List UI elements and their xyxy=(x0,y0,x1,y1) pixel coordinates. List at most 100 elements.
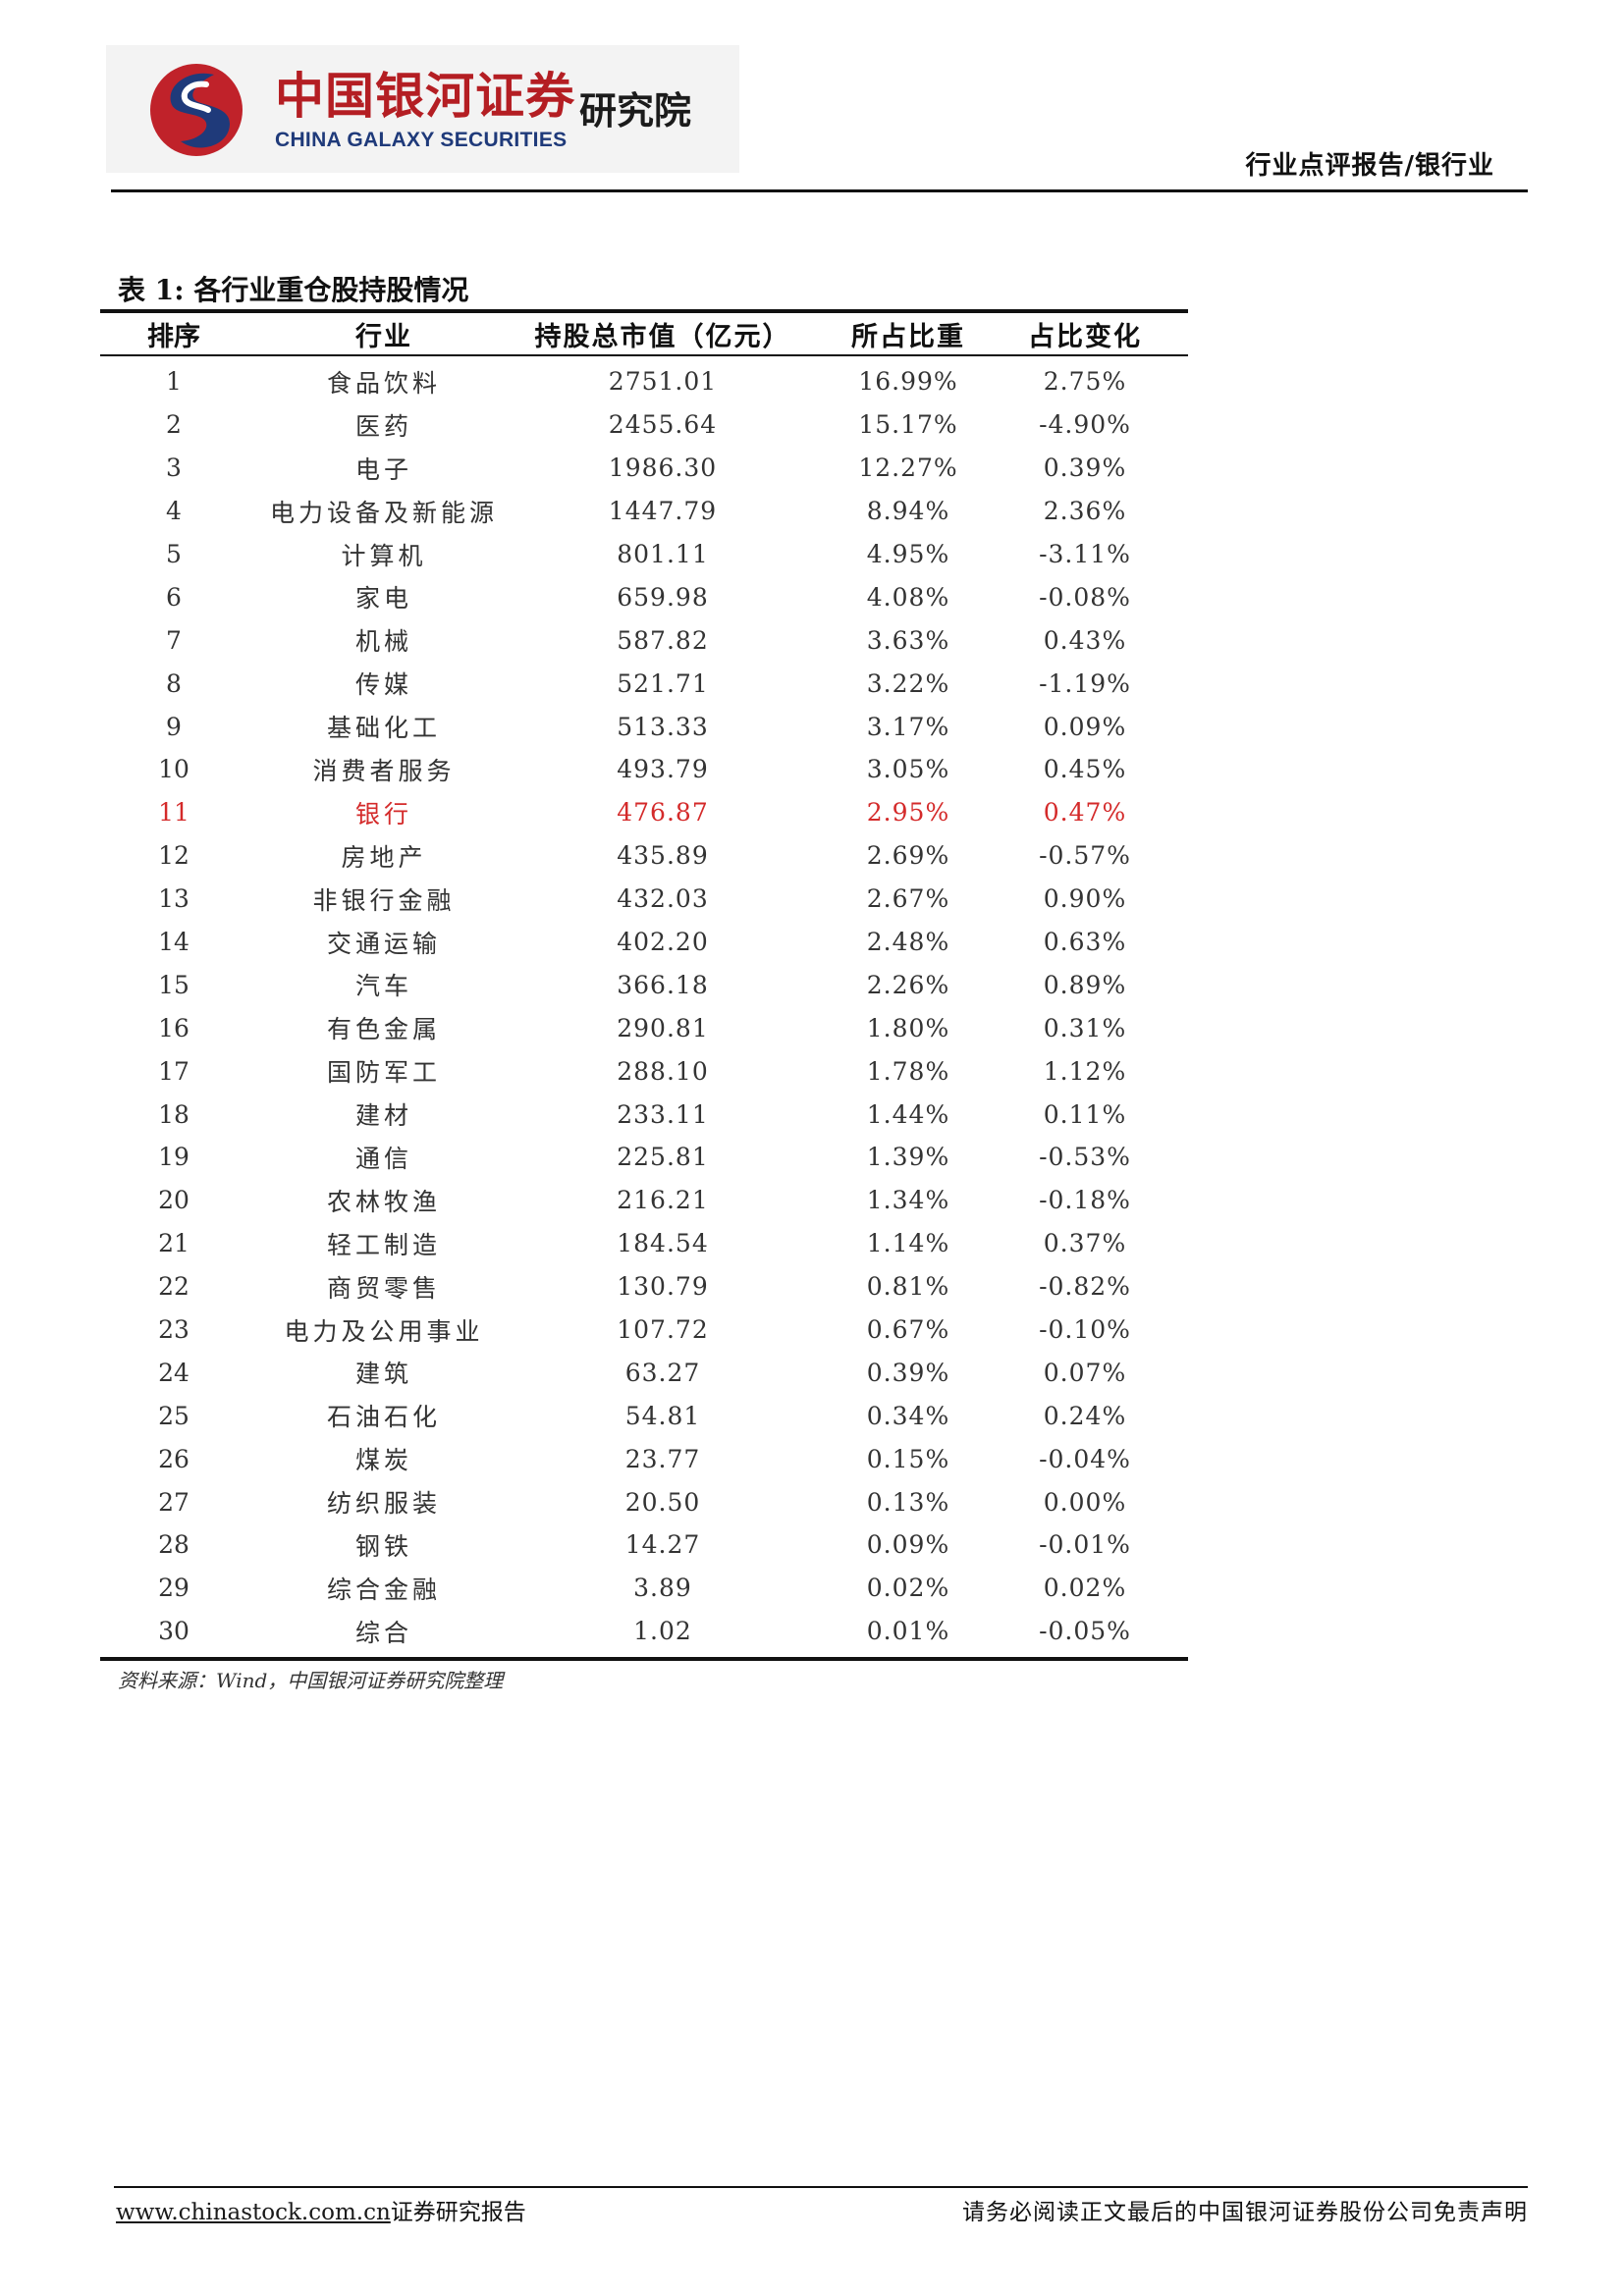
industry-holdings-table: 排序 行业 持股总市值（亿元） 所占比重 占比变化 1 食品饮料 2751.01 16… xyxy=(100,309,1188,1661)
cell-rank: 4 xyxy=(166,497,182,526)
cell-industry: 消费者服务 xyxy=(312,756,456,785)
cell-market-value: 107.72 xyxy=(617,1315,709,1345)
cell-weight: 2.26% xyxy=(866,970,950,999)
cell-change: -3.11% xyxy=(1039,540,1131,568)
cell-market-value: 2455.64 xyxy=(608,410,718,440)
cell-change: 0.47% xyxy=(1043,798,1127,828)
cell-weight: 1.44% xyxy=(866,1099,950,1129)
table-body: 1 食品饮料 2751.01 16.99% 2.75% 2 医药 2455.64 15.17% -… xyxy=(100,356,1188,1657)
logo-chinese-name: 中国银河证券 xyxy=(275,68,575,125)
cell-rank: 29 xyxy=(158,1574,189,1603)
cell-industry: 房地产 xyxy=(341,842,427,872)
cell-change: 0.31% xyxy=(1043,1013,1127,1042)
cell-change: 0.39% xyxy=(1043,454,1127,483)
cell-weight: 12.27% xyxy=(858,454,958,483)
cell-industry: 银行 xyxy=(354,799,412,828)
cell-industry: 交通运输 xyxy=(326,929,441,958)
cell-rank: 19 xyxy=(158,1143,189,1172)
table-row: 9 基础化工 513.33 3.17% 0.09% xyxy=(100,705,1188,748)
header-market-value: 持股总市值（亿元） xyxy=(534,321,791,352)
cell-weight: 1.14% xyxy=(866,1229,950,1258)
cell-rank: 23 xyxy=(158,1315,189,1345)
table-row: 16 有色金属 290.81 1.80% 0.31% xyxy=(100,1006,1188,1049)
cell-market-value: 288.10 xyxy=(617,1056,709,1086)
cell-industry: 建筑 xyxy=(354,1360,412,1389)
cell-change: -0.53% xyxy=(1039,1143,1131,1172)
table-row: 24 建筑 63.27 0.39% 0.07% xyxy=(100,1351,1188,1394)
cell-weight: 4.08% xyxy=(866,582,950,612)
cell-change: 0.24% xyxy=(1043,1401,1127,1430)
table-row: 18 建材 233.11 1.44% 0.11% xyxy=(100,1093,1188,1136)
table-row: 23 电力及公用事业 107.72 0.67% -0.10% xyxy=(100,1308,1188,1352)
cell-industry: 综合 xyxy=(354,1618,412,1647)
table-row: 27 纺织服装 20.50 0.13% 0.00% xyxy=(100,1480,1188,1523)
cell-weight: 1.80% xyxy=(866,1013,950,1042)
cell-market-value: 476.87 xyxy=(617,798,709,828)
table-bottom-rule xyxy=(100,1656,1188,1661)
cell-industry: 电子 xyxy=(354,454,412,484)
table-header-row: 排序 行业 持股总市值（亿元） 所占比重 占比变化 xyxy=(100,313,1188,354)
cell-rank: 11 xyxy=(158,798,189,828)
cell-industry: 电力设备及新能源 xyxy=(269,498,498,527)
cell-weight: 0.02% xyxy=(866,1574,950,1603)
cell-change: -0.10% xyxy=(1039,1315,1131,1345)
table-row: 25 石油石化 54.81 0.34% 0.24% xyxy=(100,1394,1188,1437)
website-link[interactable]: www.chinastock.com.cn xyxy=(116,2200,391,2225)
cell-change: -0.01% xyxy=(1039,1530,1131,1560)
cell-rank: 3 xyxy=(166,454,182,483)
cell-weight: 0.34% xyxy=(866,1401,950,1430)
cell-weight: 0.09% xyxy=(866,1530,950,1560)
cell-rank: 22 xyxy=(158,1272,189,1302)
footer-disclaimer: 请务必阅读正文最后的中国银河证券股份公司免责声明 xyxy=(962,2200,1528,2225)
cell-change: -0.18% xyxy=(1039,1186,1131,1215)
table-row: 20 农林牧渔 216.21 1.34% -0.18% xyxy=(100,1179,1188,1222)
cell-weight: 3.63% xyxy=(866,625,950,655)
table-row: 7 机械 587.82 3.63% 0.43% xyxy=(100,618,1188,662)
cell-rank: 28 xyxy=(158,1530,189,1560)
cell-industry: 国防军工 xyxy=(326,1058,441,1088)
cell-market-value: 1447.79 xyxy=(608,497,718,526)
cell-rank: 5 xyxy=(166,540,182,568)
cell-market-value: 366.18 xyxy=(617,970,709,999)
cell-industry: 农林牧渔 xyxy=(326,1187,441,1216)
cell-change: 0.07% xyxy=(1043,1358,1127,1387)
cell-industry: 综合金融 xyxy=(326,1575,441,1604)
cell-industry: 商贸零售 xyxy=(326,1273,441,1303)
cell-change: -4.90% xyxy=(1039,410,1131,440)
cell-change: 0.90% xyxy=(1043,884,1127,914)
cell-market-value: 801.11 xyxy=(617,540,709,568)
cell-weight: 4.95% xyxy=(866,540,950,568)
cell-industry: 计算机 xyxy=(341,541,427,570)
cell-market-value: 225.81 xyxy=(617,1143,709,1172)
footer-divider xyxy=(114,2186,1528,2188)
table-row: 13 非银行金融 432.03 2.67% 0.90% xyxy=(100,878,1188,921)
table-row: 30 综合 1.02 0.01% -0.05% xyxy=(100,1610,1188,1653)
table-row: 12 房地产 435.89 2.69% -0.57% xyxy=(100,834,1188,878)
cell-market-value: 233.11 xyxy=(617,1099,709,1129)
cell-market-value: 184.54 xyxy=(617,1229,709,1258)
cell-market-value: 54.81 xyxy=(624,1401,701,1430)
cell-rank: 27 xyxy=(158,1487,189,1517)
cell-market-value: 216.21 xyxy=(617,1186,709,1215)
cell-weight: 0.01% xyxy=(866,1617,950,1646)
cell-weight: 2.69% xyxy=(866,841,950,871)
cell-change: 0.11% xyxy=(1043,1099,1127,1129)
cell-weight: 1.34% xyxy=(866,1186,950,1215)
data-source-note: 资料来源：Wind，中国银河证券研究院整理 xyxy=(118,1669,504,1692)
cell-market-value: 587.82 xyxy=(617,625,709,655)
header-industry: 行业 xyxy=(355,321,412,352)
cell-industry: 石油石化 xyxy=(326,1403,441,1432)
cell-rank: 16 xyxy=(158,1013,189,1042)
table-row: 15 汽车 366.18 2.26% 0.89% xyxy=(100,963,1188,1006)
cell-weight: 2.67% xyxy=(866,884,950,914)
cell-rank: 14 xyxy=(158,928,189,957)
footer-left: www.chinastock.com.cn证券研究报告 xyxy=(116,2193,526,2226)
cell-change: -0.04% xyxy=(1039,1444,1131,1473)
cell-rank: 13 xyxy=(158,884,189,914)
cell-market-value: 659.98 xyxy=(617,582,709,612)
cell-market-value: 1986.30 xyxy=(608,454,718,483)
cell-weight: 15.17% xyxy=(858,410,958,440)
cell-industry: 汽车 xyxy=(354,972,412,1001)
cell-rank: 2 xyxy=(166,410,182,440)
header-rank: 排序 xyxy=(147,321,200,352)
